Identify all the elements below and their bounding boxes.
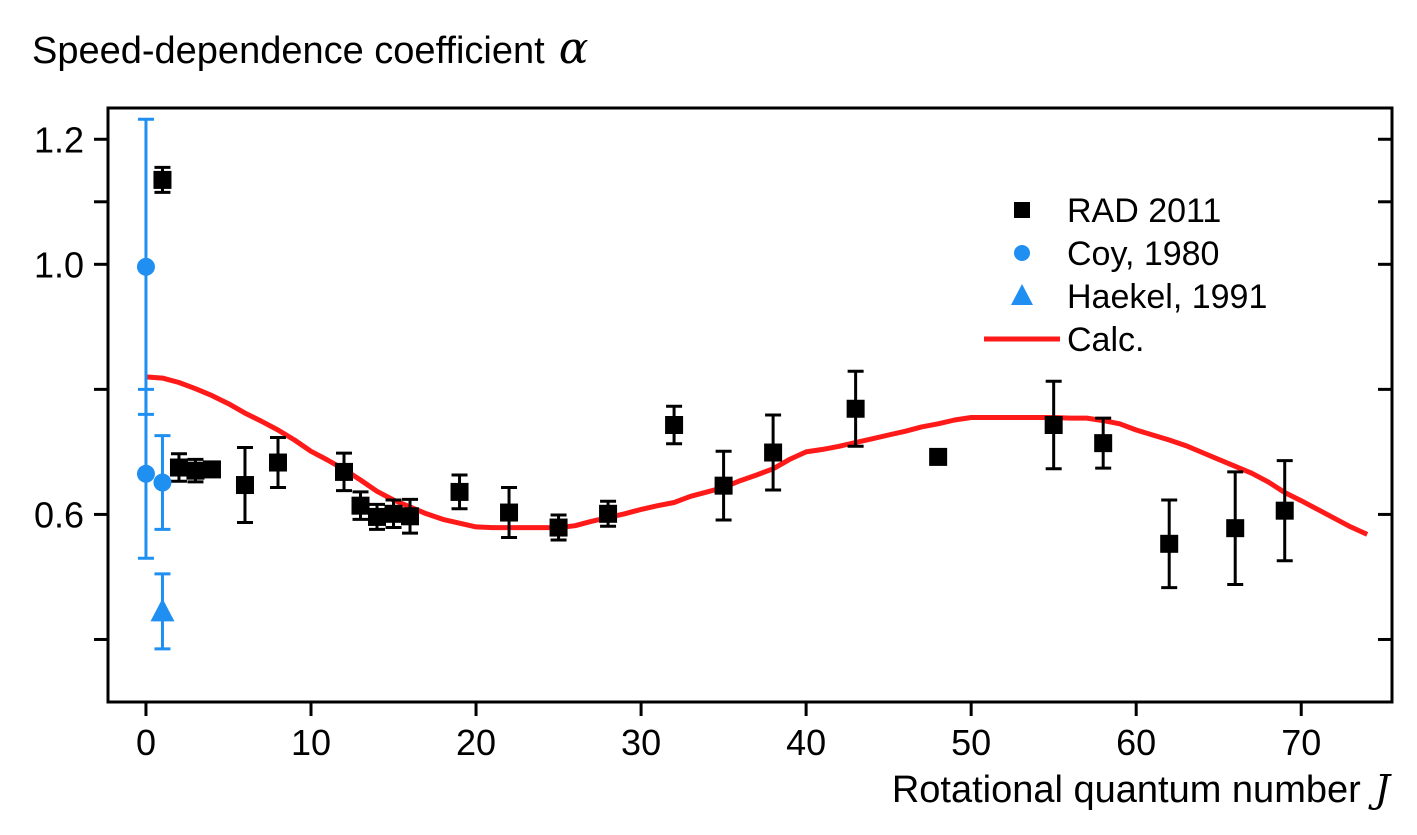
rad-2011-point xyxy=(665,416,684,435)
legend-label: Haekel, 1991 xyxy=(1067,278,1267,316)
rad-2011-point xyxy=(929,447,948,466)
y-axis-symbol: α xyxy=(559,23,589,74)
rad-2011-point xyxy=(202,460,221,479)
x-tick-label: 10 xyxy=(291,722,331,763)
rad-2011-point xyxy=(764,443,783,462)
rad-2011-point xyxy=(1226,519,1245,538)
coy-1980-point xyxy=(153,473,172,492)
rad-2011-point xyxy=(401,507,420,526)
legend-marker-rad-2011 xyxy=(1014,202,1030,218)
plot-frame xyxy=(106,106,1394,704)
x-tick-label: 50 xyxy=(951,722,991,763)
y-axis-title: Speed-dependence coefficient α xyxy=(32,23,588,74)
x-axis-title: Rotational quantum number J xyxy=(892,767,1392,811)
rad-2011-point xyxy=(1275,501,1294,520)
legend: RAD 2011 Coy, 1980 Haekel, 1991 Calc. xyxy=(984,192,1267,359)
rad-2011-point xyxy=(235,476,254,495)
rad-2011-point xyxy=(186,461,205,480)
coy-1980-point xyxy=(136,464,155,483)
axes: 0 10 20 30 40 50 60 70 0.6 1.0 1.2 xyxy=(34,106,1394,763)
x-axis-symbol: J xyxy=(1368,767,1392,811)
calc-line xyxy=(145,374,1369,537)
coy-1980-point xyxy=(136,257,155,276)
rad-2011-point xyxy=(599,504,618,523)
haekel-1991-point xyxy=(150,598,175,622)
rad-2011-point xyxy=(368,507,387,526)
y-tick-label: 1.0 xyxy=(34,244,84,285)
x-axis-label: Rotational quantum number xyxy=(892,769,1361,811)
rad-2011-point xyxy=(351,496,370,515)
rad-2011-point xyxy=(714,476,733,495)
x-tick-label: 20 xyxy=(456,722,496,763)
rad-2011-point xyxy=(846,399,865,418)
rad-2011-point xyxy=(500,503,519,522)
y-tick-label: 0.6 xyxy=(34,494,84,535)
rad-2011-point xyxy=(335,462,354,481)
x-tick-label: 30 xyxy=(621,722,661,763)
rad-2011-point xyxy=(153,170,172,189)
rad-2011-point xyxy=(169,458,188,477)
x-tick-label: 70 xyxy=(1281,722,1321,763)
legend-marker-coy-1980 xyxy=(1014,245,1030,261)
rad-2011-point xyxy=(1160,534,1179,553)
y-tick-label: 1.2 xyxy=(34,119,84,160)
legend-label: Coy, 1980 xyxy=(1067,235,1219,273)
rad-2011-point xyxy=(549,518,568,537)
rad-2011-point xyxy=(268,453,287,472)
legend-label: RAD 2011 xyxy=(1067,192,1221,230)
rad-2011-point xyxy=(384,504,403,523)
legend-marker-haekel-1991 xyxy=(1011,284,1033,305)
data-markers xyxy=(136,170,1294,622)
y-axis-label: Speed-dependence coefficient xyxy=(32,30,545,72)
x-tick-label: 60 xyxy=(1116,722,1156,763)
calc-curve xyxy=(145,374,1369,537)
legend-label: Calc. xyxy=(1067,321,1144,359)
rad-2011-point xyxy=(1094,434,1113,453)
rad-2011-point xyxy=(450,482,469,501)
rad-2011-point xyxy=(1044,416,1063,435)
x-tick-label: 40 xyxy=(786,722,826,763)
x-tick-label: 0 xyxy=(136,722,156,763)
